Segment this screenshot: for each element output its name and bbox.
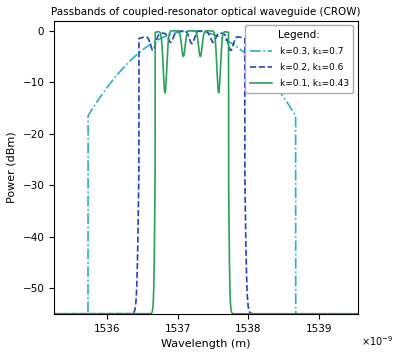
Line: k=0.3, k₁=0.7: k=0.3, k₁=0.7 xyxy=(54,31,358,314)
k=0.1, k₁=0.43 xyxy=(356,312,360,316)
k=0.1, k₁=0.43 xyxy=(188,29,193,33)
k=0.2, k₁=0.6 xyxy=(188,40,193,44)
k=0.3, k₁=0.7 xyxy=(355,312,360,316)
k=0.2, k₁=0.6 xyxy=(181,29,186,33)
k=0.1, k₁=0.43 xyxy=(316,312,320,316)
k=0.3, k₁=0.7 xyxy=(316,312,320,316)
X-axis label: Wavelength (m): Wavelength (m) xyxy=(161,339,251,349)
k=0.3, k₁=0.7 xyxy=(190,28,194,33)
k=0.1, k₁=0.43 xyxy=(190,28,194,33)
k=0.2, k₁=0.6 xyxy=(246,302,250,306)
k=0.1, k₁=0.43 xyxy=(324,312,329,316)
k=0.1, k₁=0.43 xyxy=(355,312,360,316)
k=0.3, k₁=0.7 xyxy=(356,312,360,316)
k=0.2, k₁=0.6 xyxy=(351,312,356,316)
k=0.3, k₁=0.7 xyxy=(324,312,329,316)
k=0.1, k₁=0.43 xyxy=(246,312,250,316)
k=0.2, k₁=0.6 xyxy=(324,312,329,316)
Text: $\times10^{-9}$: $\times10^{-9}$ xyxy=(361,334,393,348)
k=0.1, k₁=0.43 xyxy=(351,312,356,316)
k=0.3, k₁=0.7 xyxy=(351,312,356,316)
k=0.1, k₁=0.43 xyxy=(52,312,56,316)
k=0.2, k₁=0.6 xyxy=(355,312,360,316)
k=0.2, k₁=0.6 xyxy=(316,312,320,316)
Title: Passbands of coupled-resonator optical waveguide (CROW): Passbands of coupled-resonator optical w… xyxy=(51,7,361,17)
Y-axis label: Power (dBm): Power (dBm) xyxy=(7,131,17,203)
k=0.2, k₁=0.6 xyxy=(356,312,360,316)
k=0.2, k₁=0.6 xyxy=(52,312,56,316)
Line: k=0.1, k₁=0.43: k=0.1, k₁=0.43 xyxy=(54,31,358,314)
Legend: k=0.3, k₁=0.7, k=0.2, k₁=0.6, k=0.1, k₁=0.43: k=0.3, k₁=0.7, k=0.2, k₁=0.6, k=0.1, k₁=… xyxy=(245,25,353,93)
Line: k=0.2, k₁=0.6: k=0.2, k₁=0.6 xyxy=(54,31,358,314)
k=0.3, k₁=0.7 xyxy=(188,29,193,33)
k=0.3, k₁=0.7 xyxy=(246,53,250,58)
k=0.3, k₁=0.7 xyxy=(52,312,56,316)
